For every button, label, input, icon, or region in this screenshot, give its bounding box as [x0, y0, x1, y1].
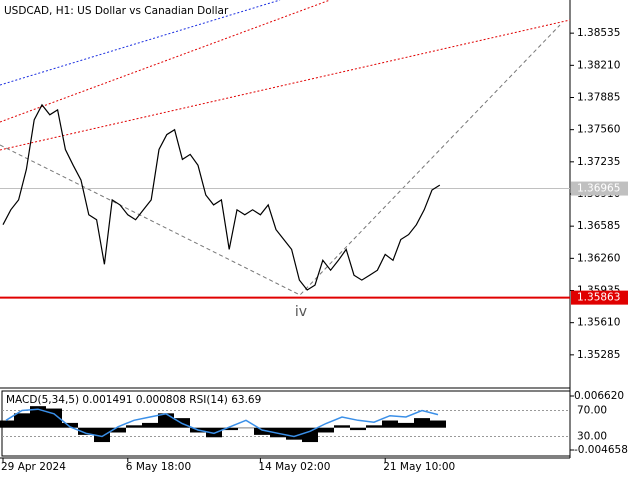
fan-line — [0, 19, 571, 151]
chart-title: USDCAD, H1: US Dollar vs Canadian Dollar — [4, 5, 229, 17]
macd-bar — [270, 427, 286, 438]
price-line — [2, 103, 441, 291]
y-tick-label: 1.38210 — [577, 59, 620, 71]
macd-bar — [62, 422, 78, 428]
x-tick-label: 6 May 18:00 — [126, 461, 191, 473]
y-tick-label: 1.35610 — [577, 317, 620, 329]
y-tick-label: 1.36260 — [577, 252, 620, 264]
macd-bar — [430, 420, 446, 428]
last-price-box — [571, 181, 628, 196]
indicator-label: MACD(5,34,5) 0.001491 0.000808 RSI(14) 6… — [6, 394, 261, 406]
y-tick-label: 1.36585 — [577, 220, 620, 232]
x-tick-label: 29 Apr 2024 — [1, 461, 66, 473]
macd-bar — [110, 427, 126, 433]
macd-bar — [350, 427, 366, 431]
last-price-label: 1.36965 — [577, 183, 620, 195]
y-tick-label: 1.37885 — [577, 91, 620, 103]
macd-bar — [206, 427, 222, 438]
macd-bar — [14, 413, 30, 428]
macd-bar — [366, 425, 382, 428]
macd-bar — [0, 420, 14, 428]
fan-line — [0, 0, 331, 123]
rsi-line — [5, 408, 439, 438]
macd-bar — [286, 427, 302, 440]
macd-bar — [302, 427, 318, 443]
y2-tick-label: 70.00 — [577, 405, 607, 417]
level-label: 1.35863 — [577, 292, 620, 304]
level-box — [571, 290, 628, 305]
y-tick-label: 1.35285 — [577, 349, 620, 361]
x-tick-label: 21 May 10:00 — [383, 461, 455, 473]
x-tick-label: 14 May 02:00 — [258, 461, 330, 473]
macd-bar — [30, 406, 46, 428]
y-tick-label: 1.37560 — [577, 124, 620, 136]
y-tick-label: -0.004658 — [574, 444, 628, 456]
macd-bar — [398, 422, 414, 428]
y-tick-label: 1.37235 — [577, 156, 620, 168]
y-tick-label: 0.006620 — [574, 390, 624, 402]
macd-bar — [94, 427, 110, 443]
y2-tick-label: 30.00 — [577, 431, 607, 443]
macd-bar — [254, 427, 270, 435]
macd-bar — [142, 422, 158, 428]
macd-bar — [414, 418, 430, 428]
wave-label: iv — [295, 304, 307, 320]
macd-bar — [126, 425, 142, 428]
channel-line — [0, 0, 281, 86]
y-tick-label: 1.38535 — [577, 27, 620, 39]
macd-bar — [318, 427, 334, 433]
macd-bar — [238, 427, 254, 429]
macd-bar — [78, 427, 94, 435]
macd-bar — [334, 425, 350, 428]
macd-bar — [222, 427, 238, 431]
macd-bar — [382, 420, 398, 428]
